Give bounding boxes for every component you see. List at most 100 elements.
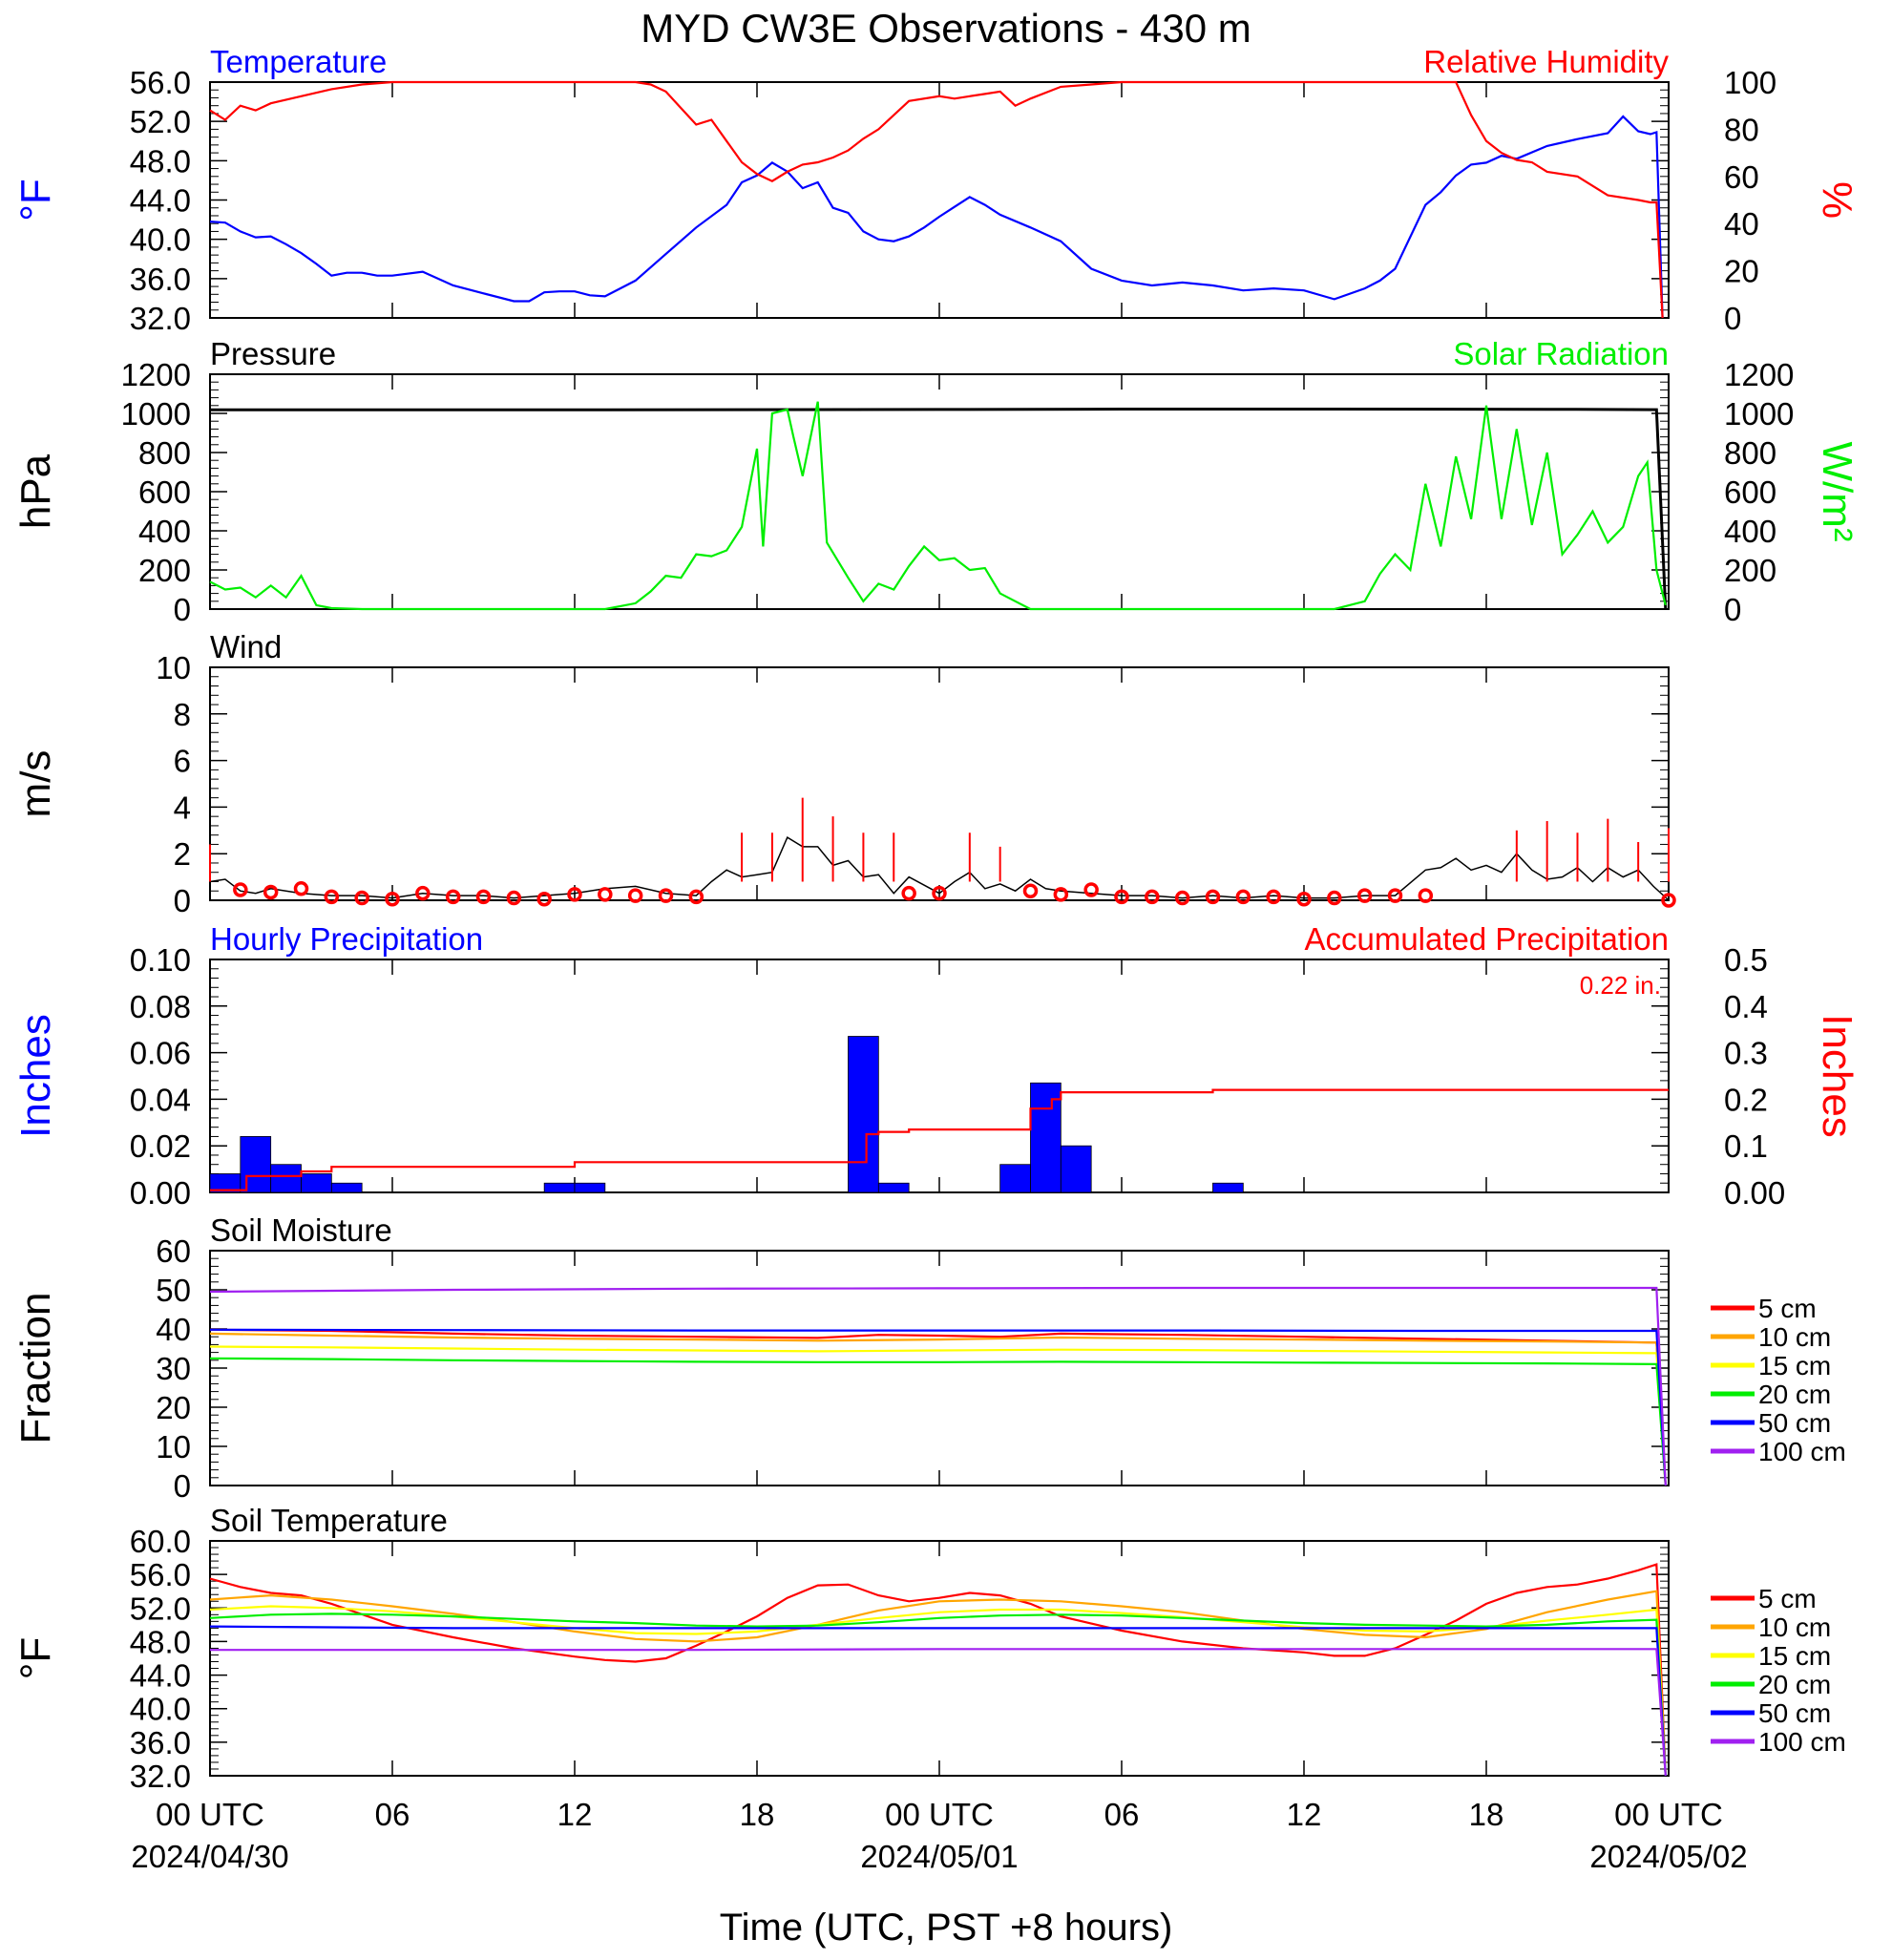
precip-bar xyxy=(543,1182,576,1193)
panels: 32.036.040.044.048.052.056.0020406080100… xyxy=(12,44,1860,1794)
right-tick-label: 0.3 xyxy=(1724,1036,1768,1071)
panel-left-title: Temperature xyxy=(210,44,387,79)
precip-bar xyxy=(999,1164,1031,1193)
series-5-cm-line xyxy=(209,1328,1667,1486)
calm-wind-marker xyxy=(1418,888,1434,903)
x-tick-label: 12 xyxy=(557,1797,593,1832)
right-tick-label: 0.5 xyxy=(1724,942,1768,978)
right-unit-label: Inches xyxy=(1814,1014,1860,1138)
panel-pressure_solar: 0200400600800100012000200400600800100012… xyxy=(12,336,1860,627)
left-tick-label: 400 xyxy=(138,514,191,549)
right-unit-label: W/m² xyxy=(1814,441,1860,541)
series-50-cm-line xyxy=(209,1625,1667,1777)
x-tick-label: 12 xyxy=(1287,1797,1322,1832)
calm-wind-marker xyxy=(1114,889,1129,905)
legend-label: 50 cm xyxy=(1758,1698,1831,1728)
calm-wind-marker xyxy=(1235,889,1251,905)
legend-label: 10 cm xyxy=(1758,1322,1831,1352)
left-tick-label: 36.0 xyxy=(130,262,191,297)
left-tick-label: 32.0 xyxy=(130,301,191,336)
right-tick-label: 600 xyxy=(1724,474,1776,510)
left-tick-label: 8 xyxy=(174,697,191,732)
series-pressure-line xyxy=(210,408,1668,610)
right-tick-label: 0.00 xyxy=(1724,1175,1785,1211)
calm-wind-marker xyxy=(1266,889,1281,905)
series-20-cm-line xyxy=(209,1612,1667,1777)
plot-frame xyxy=(209,1250,1670,1486)
series-wind-line xyxy=(209,836,1670,901)
left-tick-label: 40.0 xyxy=(130,1692,191,1727)
panel-wind: 0 2 4 6 8 10 Wind m/s xyxy=(12,629,1676,918)
plot-frame xyxy=(209,959,1670,1193)
calm-wind-marker xyxy=(1327,890,1342,906)
precip-bar xyxy=(240,1136,272,1193)
legend-label: 100 cm xyxy=(1758,1437,1846,1466)
panel-right-title: Solar Radiation xyxy=(1453,336,1669,371)
calm-wind-marker xyxy=(263,884,279,900)
series-temperature-line xyxy=(209,115,1664,319)
panel-right-title: Accumulated Precipitation xyxy=(1304,921,1669,957)
left-tick-label: 40 xyxy=(156,1312,191,1347)
x-tick-label: 06 xyxy=(1104,1797,1140,1832)
series-100-cm-line xyxy=(210,1648,1667,1777)
calm-wind-marker xyxy=(354,890,369,906)
left-tick-label: 20 xyxy=(156,1390,191,1425)
right-tick-label: 1200 xyxy=(1724,357,1794,392)
left-tick-label: 0.06 xyxy=(130,1036,191,1071)
calm-wind-marker xyxy=(293,881,309,896)
panel-left-title: Soil Moisture xyxy=(210,1212,392,1248)
plot-frame xyxy=(209,1540,1670,1777)
x-tick-label: 00 UTC xyxy=(885,1797,994,1832)
left-tick-label: 600 xyxy=(138,474,191,510)
series-5-cm-line xyxy=(209,1563,1667,1777)
left-tick-label: 56.0 xyxy=(130,65,191,100)
left-tick-label: 0 xyxy=(174,1468,191,1504)
left-tick-label: 60.0 xyxy=(130,1524,191,1559)
left-tick-label: 48.0 xyxy=(130,1624,191,1659)
legend-label: 15 cm xyxy=(1758,1641,1831,1671)
legend-label: 50 cm xyxy=(1758,1408,1831,1438)
x-tick-label: 06 xyxy=(375,1797,410,1832)
precip-bar xyxy=(877,1182,910,1193)
x-date-label: 2024/05/01 xyxy=(860,1839,1018,1874)
calm-wind-marker xyxy=(1022,883,1039,898)
right-tick-label: 0 xyxy=(1724,592,1741,627)
right-tick-label: 800 xyxy=(1724,435,1776,471)
precip-bar xyxy=(1212,1182,1244,1193)
left-tick-label: 50 xyxy=(156,1273,191,1308)
right-tick-label: 80 xyxy=(1724,112,1759,147)
left-tick-label: 44.0 xyxy=(130,1658,191,1694)
series-solar-radiation-line xyxy=(209,401,1667,611)
panel-left-title: Wind xyxy=(210,629,282,664)
calm-wind-marker xyxy=(536,892,552,907)
legend-label: 20 cm xyxy=(1758,1670,1831,1699)
left-unit-label: °F xyxy=(12,1637,59,1679)
calm-wind-marker xyxy=(506,890,522,906)
left-tick-label: 36.0 xyxy=(130,1725,191,1760)
left-tick-label: 800 xyxy=(138,435,191,471)
precip-bar xyxy=(848,1036,879,1193)
right-tick-label: 100 xyxy=(1724,65,1776,100)
panel-soil_temp: 32.036.040.044.048.052.056.060.0 Soil Tem… xyxy=(12,1503,1846,1794)
legend-label: 15 cm xyxy=(1758,1351,1831,1380)
precip-bar xyxy=(1060,1145,1092,1193)
series-relative-humidity-line xyxy=(209,80,1664,319)
left-tick-label: 48.0 xyxy=(130,143,191,179)
precip-bar xyxy=(270,1164,302,1193)
calm-wind-marker xyxy=(1083,882,1099,897)
left-tick-label: 4 xyxy=(174,790,191,825)
left-unit-label: m/s xyxy=(12,750,59,818)
right-tick-label: 0.2 xyxy=(1724,1082,1768,1117)
series-100-cm-line xyxy=(209,1286,1667,1486)
series-10-cm-line xyxy=(209,1590,1667,1777)
left-tick-label: 0.10 xyxy=(130,942,191,978)
left-tick-label: 40.0 xyxy=(130,222,191,258)
calm-wind-marker xyxy=(385,892,400,907)
calm-wind-marker xyxy=(1356,888,1373,903)
calm-wind-marker xyxy=(415,885,431,901)
panel-temp_rh: 32.0 36.0 40.044.0 48.0 52.0 56.0 0 20 40 60 80 100… xyxy=(12,44,1860,336)
series-15-cm-line xyxy=(209,1345,1667,1486)
accumulated-total-label: 0.22 in. xyxy=(1580,971,1661,1000)
